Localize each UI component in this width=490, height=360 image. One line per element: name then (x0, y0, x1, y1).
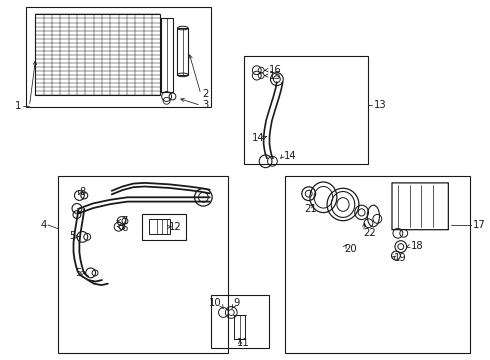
Text: 2: 2 (202, 89, 209, 99)
Text: 5: 5 (70, 231, 76, 241)
Bar (149, 219, 170, 234)
Text: 20: 20 (344, 244, 357, 254)
Bar (58, 176, 228, 353)
Bar (177, 28, 188, 75)
Text: 13: 13 (373, 100, 386, 110)
Bar (234, 315, 245, 339)
Bar (26, 7, 211, 107)
Bar (244, 56, 368, 164)
Text: 8: 8 (79, 187, 86, 197)
Bar (285, 176, 470, 353)
Text: 6: 6 (122, 222, 128, 233)
Text: 3: 3 (202, 100, 209, 110)
Bar (142, 214, 186, 240)
Text: 12: 12 (169, 222, 182, 232)
Text: 5: 5 (75, 268, 82, 278)
Text: 16: 16 (269, 65, 281, 75)
Text: 9: 9 (233, 298, 240, 309)
Bar (161, 18, 173, 92)
Text: 14: 14 (284, 150, 297, 161)
Text: 15: 15 (269, 71, 281, 81)
Text: 21: 21 (304, 204, 317, 214)
Text: 19: 19 (394, 253, 407, 264)
Text: 18: 18 (411, 240, 423, 251)
Text: 7: 7 (122, 216, 128, 226)
Text: 10: 10 (209, 298, 222, 309)
Text: 17: 17 (473, 220, 486, 230)
Bar (35, 14, 160, 95)
Text: 1: 1 (15, 101, 21, 111)
Text: 11: 11 (237, 338, 250, 348)
Text: 4: 4 (40, 220, 47, 230)
Text: 22: 22 (364, 228, 376, 238)
Text: 14: 14 (252, 133, 265, 143)
Bar (211, 295, 269, 348)
